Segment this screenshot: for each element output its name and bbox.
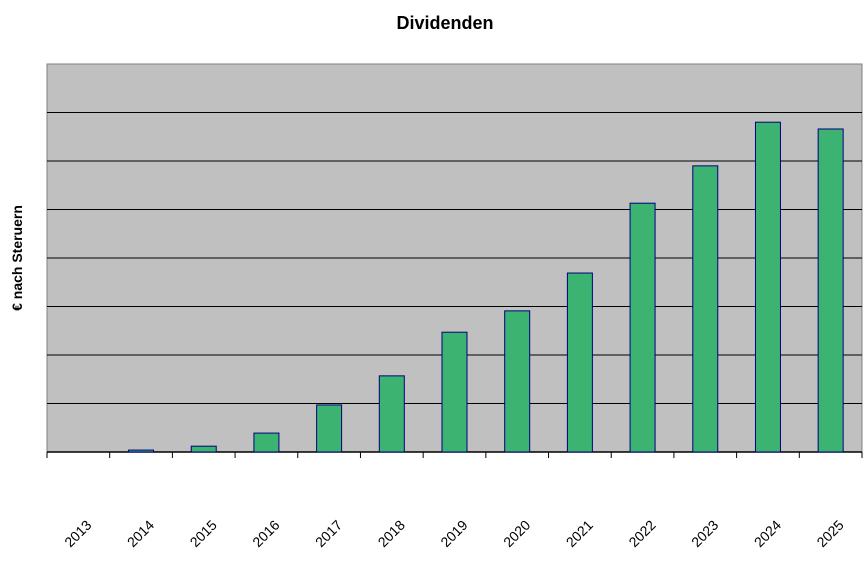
- x-tick-label: 2013: [61, 517, 94, 550]
- bar-2021: [566, 272, 593, 453]
- x-tick-label: 2024: [751, 517, 784, 550]
- x-tick-label: 2016: [249, 517, 282, 550]
- bar-2016: [253, 432, 280, 453]
- x-tick-label: 2023: [688, 517, 721, 550]
- bar-2022: [629, 202, 656, 453]
- bar-2014: [128, 449, 155, 453]
- bar-2018: [378, 375, 405, 453]
- bar-2024: [754, 121, 781, 453]
- x-tick-label: 2018: [375, 517, 408, 550]
- x-tick-label: 2025: [813, 517, 846, 550]
- bar-2015: [190, 445, 217, 453]
- bar-2019: [441, 331, 468, 453]
- x-tick-label: 2021: [563, 517, 596, 550]
- bar-2020: [504, 310, 531, 453]
- x-tick-label: 2017: [312, 517, 345, 550]
- chart-title: Dividenden: [396, 13, 494, 33]
- bar-2017: [316, 404, 343, 453]
- x-tick-label: 2022: [625, 517, 658, 550]
- bar-2025: [817, 128, 844, 453]
- x-tick-label: 2019: [437, 517, 470, 550]
- x-tick-label: 2014: [124, 517, 157, 550]
- x-tick-label: 2020: [500, 517, 533, 550]
- bar-2023: [692, 165, 719, 453]
- x-tick-label: 2015: [187, 517, 220, 550]
